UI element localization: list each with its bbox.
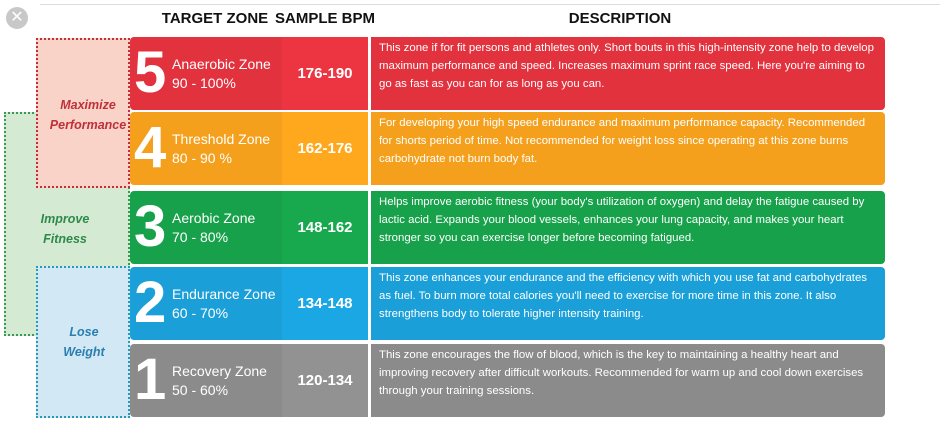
description-cell: This zone encourages the flow of blood, … <box>371 344 885 417</box>
bpm-cell: 176-190 <box>282 37 368 110</box>
zone-range: 90 - 100% <box>172 75 236 91</box>
group-label: Maximize Performance <box>49 98 127 132</box>
group-performance-box <box>36 38 130 188</box>
zone-number: 4 <box>134 115 167 180</box>
zone-number: 3 <box>134 194 167 259</box>
zone-name: Anaerobic Zone <box>172 56 271 72</box>
group-label: Improve Fitness <box>40 212 90 246</box>
group-weight-box <box>36 266 130 418</box>
column-header: SAMPLE BPM <box>274 10 375 27</box>
description-cell: Helps improve aerobic fitness (your body… <box>371 191 885 264</box>
zone-name: Threshold Zone <box>172 131 271 147</box>
zone-range: 50 - 60% <box>172 382 229 398</box>
zone-number: 2 <box>134 270 167 335</box>
zone-range: 70 - 80% <box>172 229 229 245</box>
description-cell: This zone enhances your endurance and th… <box>371 267 885 340</box>
zone-cell <box>130 267 282 340</box>
zone-number: 1 <box>134 347 167 412</box>
description-cell: For developing your high speed endurance… <box>371 112 885 185</box>
zone-name: Recovery Zone <box>172 363 267 379</box>
zone-name: Aerobic Zone <box>172 210 256 226</box>
bpm-cell: 120-134 <box>282 344 368 417</box>
bpm-cell: 162-176 <box>282 112 368 185</box>
zone-cell <box>130 191 282 264</box>
column-header: DESCRIPTION <box>568 10 672 27</box>
top-rule <box>40 4 940 5</box>
zone-name: Endurance Zone <box>172 286 276 302</box>
zone-number: 5 <box>134 40 167 105</box>
close-button[interactable]: ✕ <box>6 7 28 29</box>
zone-range: 60 - 70% <box>172 305 229 321</box>
bpm-cell: 148-162 <box>282 191 368 264</box>
zone-cell <box>130 344 282 417</box>
description-cell: This zone if for fit persons and athlete… <box>371 37 885 110</box>
zone-cell <box>130 112 282 185</box>
bpm-cell: 134-148 <box>282 267 368 340</box>
column-header: TARGET ZONE <box>161 10 269 27</box>
group-label: Lose Weight <box>63 325 105 359</box>
zone-cell <box>130 37 282 110</box>
zone-range: 80 - 90 % <box>172 150 232 166</box>
